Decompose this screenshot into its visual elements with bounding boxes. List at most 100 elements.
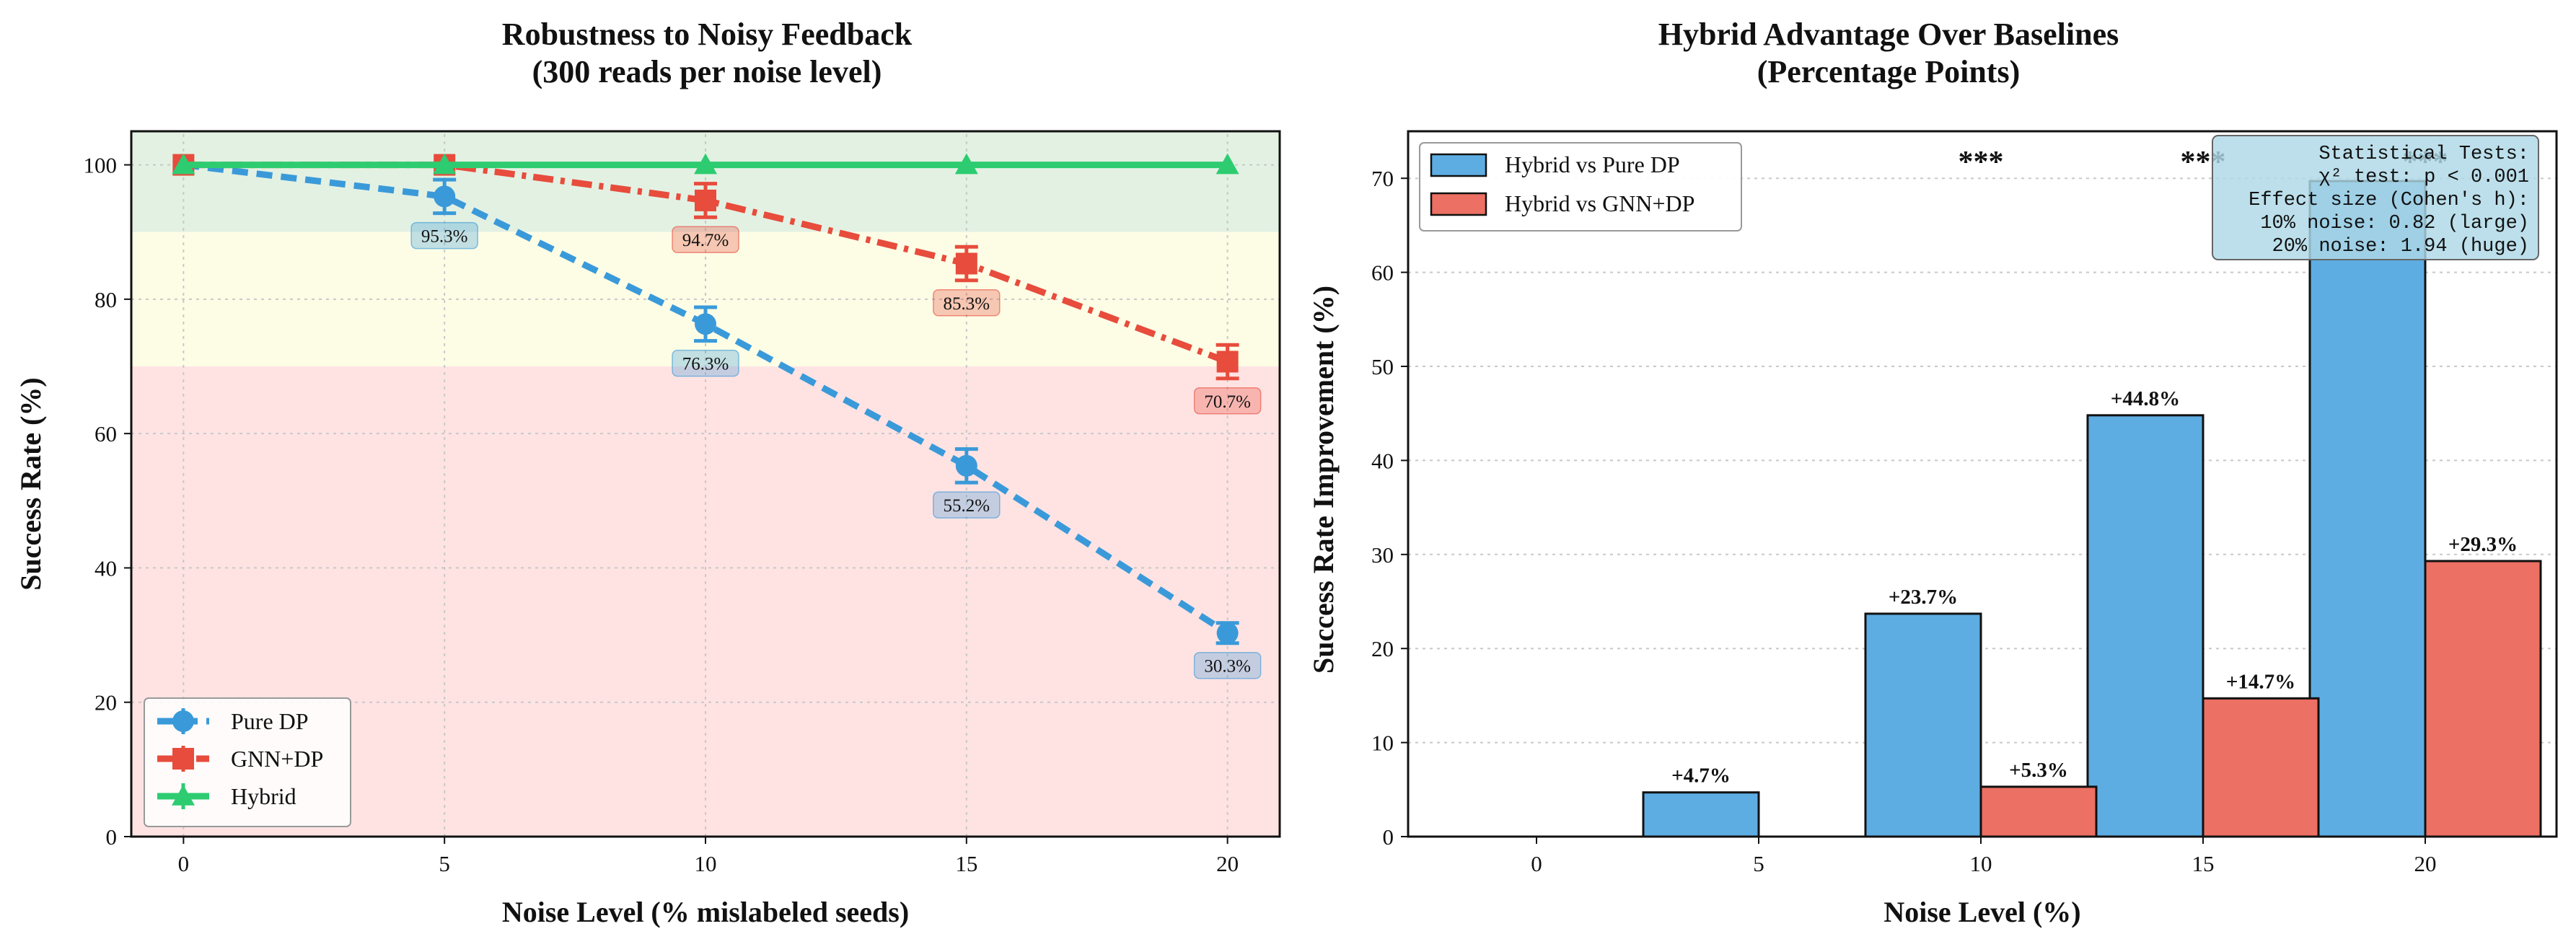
right-bars	[1642, 180, 2542, 838]
legend-label-hybrid-vs-gnn-dp: Hybrid vs GNN+DP	[1505, 190, 1694, 216]
bar-label-hybrid-vs-pure-dp-5: +4.7%	[1671, 764, 1731, 788]
point-hybrid-0	[172, 153, 195, 175]
bar-hybrid-vs-pure-dp-20	[2308, 180, 2427, 838]
left-chart-subtitle: (300 reads per noise level)	[532, 54, 882, 89]
legend-marker-hybrid	[172, 785, 195, 806]
left-x-axis-label: Noise Level (% mislabeled seeds)	[502, 896, 909, 928]
left-ticks: 0 20 40 60 80 100 0 5 10 15 20	[84, 153, 1239, 876]
data-label-pure-dp-10: 76.3%	[682, 355, 729, 374]
legend-swatch-hybrid-vs-gnn-dp	[1430, 192, 1487, 216]
legend-label-pure-dp: Pure DP	[231, 708, 309, 734]
left-y-tick-label-20: 20	[94, 690, 117, 715]
left-legend: Pure DP GNN+DP Hybrid	[144, 697, 351, 827]
data-label-gnn-dp-20: 70.7%	[1204, 392, 1251, 412]
legend-marker-pure-dp	[172, 710, 194, 732]
data-label-pure-dp-15: 55.2%	[944, 496, 990, 516]
right-legend: Hybrid vs Pure DP Hybrid vs GNN+DP	[1419, 142, 1742, 232]
data-label-pure-dp-20: 30.3%	[1204, 657, 1251, 676]
left-x-tick-label-10: 10	[695, 851, 717, 876]
right-y-tick-label-40: 40	[1371, 448, 1394, 473]
stats-line-4: 10% noise: 0.82 (large)	[2260, 213, 2529, 234]
right-axes-frame	[1407, 130, 2558, 838]
right-bar-labels: +4.7% +23.7% +44.8% +5.3% +14.7% +29.3%	[1671, 387, 2518, 788]
point-hybrid-20	[1216, 153, 1239, 175]
label-box-gnn-dp-20	[1193, 387, 1262, 415]
stats-line-3: Effect size (Cohen's h):	[2248, 190, 2529, 211]
bar-hybrid-vs-gnn-dp-20	[2424, 560, 2542, 838]
point-pure-dp-20	[1216, 622, 1239, 644]
left-y-tick-label-100: 100	[84, 153, 118, 178]
bar-hybrid-vs-pure-dp-15	[2086, 414, 2204, 838]
left-zone-bands	[131, 131, 1280, 837]
point-pure-dp-15	[955, 454, 977, 477]
right-y-tick-label-50: 50	[1371, 354, 1394, 379]
label-box-pure-dp-20	[1193, 651, 1262, 679]
stats-line-1: Statistical Tests:	[2318, 144, 2529, 165]
right-x-tick-label-5: 5	[1753, 851, 1764, 876]
left-y-tick-label-40: 40	[94, 555, 117, 581]
legend-swatch-hybrid-vs-pure-dp	[1430, 153, 1487, 177]
left-series	[172, 153, 1239, 645]
right-chart-subtitle: (Percentage Points)	[1757, 54, 2021, 89]
point-pure-dp-10	[695, 313, 716, 335]
left-chart-title: Robustness to Noisy Feedback	[502, 17, 913, 52]
label-box-pure-dp-10	[672, 349, 739, 377]
legend-marker-gnn-dp	[172, 748, 194, 770]
bar-label-hybrid-vs-gnn-dp-10: +5.3%	[2009, 759, 2068, 782]
data-label-pure-dp-5: 95.3%	[421, 227, 468, 247]
right-y-tick-label-30: 30	[1371, 542, 1394, 568]
point-gnn-dp-15	[955, 252, 977, 275]
left-x-tick-label-20: 20	[1216, 851, 1239, 876]
stats-box-background	[2212, 135, 2539, 260]
point-hybrid-10	[694, 153, 717, 175]
bar-label-hybrid-vs-gnn-dp-15: +14.7%	[2226, 670, 2295, 693]
right-y-tick-label-20: 20	[1371, 636, 1394, 661]
right-x-tick-label-20: 20	[2414, 851, 2437, 876]
point-pure-dp-5	[434, 185, 456, 208]
label-box-gnn-dp-15	[933, 289, 1001, 317]
right-ticks: 0 10 20 30 40 50 60 70 0 5 10 15 20	[1371, 166, 2437, 876]
legend-label-hybrid-vs-pure-dp: Hybrid vs Pure DP	[1505, 151, 1680, 177]
stats-box: Statistical Tests: χ² test: p < 0.001 Ef…	[2212, 135, 2539, 260]
left-y-tick-label-0: 0	[106, 824, 118, 850]
legend-label-gnn-dp: GNN+DP	[231, 746, 323, 772]
bar-hybrid-vs-pure-dp-10	[1864, 612, 1982, 838]
right-x-axis-label: Noise Level (%)	[1883, 896, 2080, 928]
right-y-axis-label: Success Rate Improvement (%)	[1307, 286, 1340, 674]
legend-label-hybrid: Hybrid	[231, 783, 296, 809]
data-label-gnn-dp-15: 85.3%	[944, 294, 990, 314]
point-hybrid-15	[954, 153, 978, 175]
left-y-tick-label-80: 80	[94, 287, 117, 312]
right-chart-panel: Hybrid Advantage Over Baselines (Percent…	[1307, 17, 2558, 928]
left-x-tick-label-5: 5	[439, 851, 450, 876]
label-box-pure-dp-5	[410, 221, 478, 250]
left-data-labels: 95.3% 76.3% 55.2% 30.3% 94.7% 85.3% 70.7%	[410, 221, 1262, 679]
stats-line-2: χ² test: p < 0.001	[2318, 167, 2529, 188]
right-legend-box	[1419, 142, 1742, 232]
label-box-pure-dp-15	[933, 491, 1001, 519]
stats-line-5: 20% noise: 1.94 (huge)	[2272, 236, 2529, 257]
right-x-tick-label-15: 15	[2192, 851, 2215, 876]
right-y-tick-label-70: 70	[1371, 166, 1394, 191]
bar-hybrid-vs-gnn-dp-10	[1979, 785, 2098, 838]
right-chart-title: Hybrid Advantage Over Baselines	[1658, 17, 2119, 52]
left-y-tick-label-60: 60	[94, 421, 117, 446]
left-x-tick-label-0: 0	[178, 851, 190, 876]
right-x-tick-label-0: 0	[1531, 851, 1542, 876]
bar-label-hybrid-vs-pure-dp-10: +23.7%	[1889, 586, 1958, 609]
left-y-axis-label: Success Rate (%)	[14, 377, 47, 591]
point-gnn-dp-20	[1216, 351, 1239, 373]
left-x-tick-label-15: 15	[955, 851, 977, 876]
bar-hybrid-vs-pure-dp-5	[1642, 791, 1760, 838]
data-label-gnn-dp-10: 94.7%	[682, 231, 729, 250]
point-gnn-dp-10	[695, 189, 716, 211]
bar-label-hybrid-vs-pure-dp-15: +44.8%	[2111, 387, 2180, 410]
right-y-tick-label-60: 60	[1371, 260, 1394, 286]
right-x-tick-label-10: 10	[1970, 851, 1992, 876]
left-chart-panel: Robustness to Noisy Feedback (300 reads …	[14, 17, 1281, 928]
right-y-tick-label-10: 10	[1371, 731, 1394, 756]
bar-label-hybrid-vs-gnn-dp-20: +29.3%	[2448, 533, 2518, 556]
significance-stars-10: ***	[1959, 146, 2004, 179]
right-y-tick-label-0: 0	[1383, 824, 1394, 850]
